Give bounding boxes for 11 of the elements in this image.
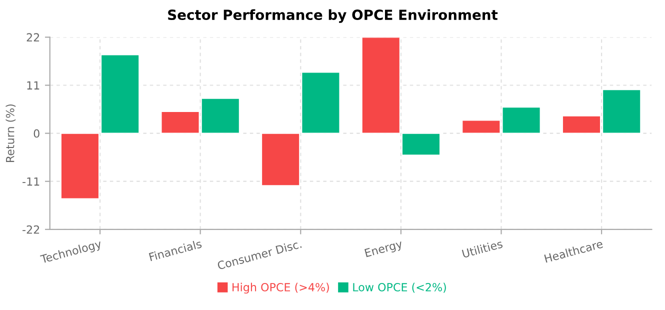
y-tick-label: -11 — [22, 177, 40, 186]
legend-label: High OPCE (>4%) — [232, 282, 329, 294]
y-tick-label: -22 — [22, 225, 40, 234]
x-tick-label: Energy — [364, 240, 404, 260]
legend-label: Low OPCE (<2%) — [353, 282, 446, 293]
y-axis-title: Return (%) — [6, 104, 16, 162]
y-tick-label: 22 — [26, 33, 40, 42]
chart-title: Sector Performance by OPCE Environment — [168, 9, 498, 23]
y-tick-label: 0 — [34, 129, 40, 138]
x-tick-label: Utilities — [462, 239, 503, 258]
y-tick-label: 11 — [27, 81, 40, 90]
